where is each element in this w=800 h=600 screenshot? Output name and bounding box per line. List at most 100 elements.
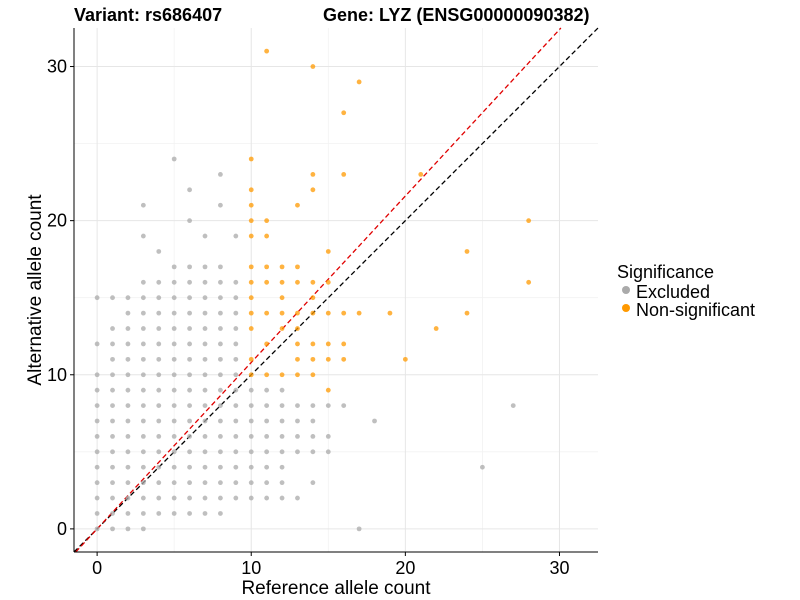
point-non-significant (279, 279, 285, 285)
point-excluded (233, 372, 239, 378)
point-non-significant (310, 295, 316, 301)
reference-line-fitted (75, 27, 562, 553)
point-non-significant (325, 341, 331, 347)
point-excluded (218, 295, 223, 301)
point-excluded (372, 418, 377, 424)
point-excluded (187, 480, 192, 486)
point-excluded (125, 341, 131, 347)
point-excluded (202, 403, 208, 408)
y-tick-label: 20 (47, 211, 67, 231)
point-excluded (140, 341, 146, 347)
point-excluded (218, 356, 223, 362)
legend-key-non-significant (622, 304, 630, 312)
point-excluded (202, 264, 208, 270)
point-non-significant (387, 310, 393, 316)
point-excluded (187, 403, 192, 408)
point-excluded (218, 279, 223, 285)
legend: Significance Excluded Non-significant (617, 262, 755, 320)
point-excluded (325, 449, 331, 455)
point-non-significant (402, 356, 408, 362)
point-excluded (279, 495, 285, 501)
point-excluded (110, 403, 115, 408)
point-excluded (187, 341, 192, 347)
point-excluded (341, 403, 347, 408)
point-excluded (233, 434, 239, 439)
point-excluded (264, 418, 270, 424)
point-excluded (218, 264, 223, 270)
point-excluded (125, 356, 131, 362)
point-excluded (110, 511, 115, 516)
point-excluded (125, 418, 131, 424)
point-excluded (171, 387, 177, 393)
point-excluded (202, 310, 208, 316)
point-excluded (140, 233, 146, 239)
point-excluded (202, 387, 208, 393)
y-axis-title: Alternative allele count (25, 194, 46, 386)
point-excluded (125, 434, 131, 439)
legend-key-excluded (622, 286, 630, 294)
point-excluded (264, 464, 270, 470)
x-axis-title: Reference allele count (241, 578, 431, 599)
point-excluded (248, 434, 254, 439)
point-non-significant (310, 64, 316, 69)
point-excluded (156, 387, 162, 393)
point-excluded (94, 295, 100, 301)
point-excluded (187, 372, 192, 378)
point-excluded (233, 326, 239, 331)
point-excluded (202, 464, 208, 470)
point-excluded (110, 434, 115, 439)
point-excluded (125, 495, 131, 501)
point-excluded (110, 295, 115, 301)
point-non-significant (264, 279, 270, 285)
grid (74, 28, 598, 552)
point-non-significant (248, 279, 254, 285)
point-excluded (295, 403, 300, 408)
point-excluded (140, 449, 146, 455)
point-excluded (187, 310, 192, 316)
point-excluded (140, 295, 146, 301)
point-excluded (279, 403, 285, 408)
point-excluded (140, 202, 146, 208)
point-excluded (218, 449, 223, 455)
point-excluded (110, 372, 115, 378)
point-excluded (187, 264, 192, 270)
point-excluded (156, 511, 162, 516)
point-excluded (187, 418, 192, 424)
point-excluded (140, 310, 146, 316)
point-non-significant (264, 310, 270, 316)
point-excluded (218, 464, 223, 470)
point-excluded (218, 403, 223, 408)
point-non-significant (279, 372, 285, 378)
point-non-significant (295, 279, 300, 285)
point-excluded (171, 156, 177, 162)
point-excluded (264, 434, 270, 439)
point-excluded (233, 403, 239, 408)
point-excluded (310, 403, 316, 408)
point-non-significant (295, 264, 300, 270)
point-excluded (264, 449, 270, 455)
reference-line-identity (73, 27, 599, 553)
chart-title-variant: Variant: rs686407 (74, 5, 222, 25)
point-excluded (202, 356, 208, 362)
point-excluded (202, 418, 208, 424)
point-excluded (187, 356, 192, 362)
point-excluded (202, 233, 208, 239)
point-excluded (94, 480, 100, 486)
point-excluded (125, 326, 131, 331)
point-excluded (480, 464, 485, 470)
point-excluded (218, 326, 223, 331)
point-excluded (218, 387, 223, 393)
point-excluded (187, 295, 192, 301)
point-non-significant (341, 172, 347, 177)
point-non-significant (279, 326, 285, 331)
point-non-significant (433, 326, 439, 331)
point-excluded (125, 372, 131, 378)
point-excluded (279, 418, 285, 424)
point-excluded (264, 403, 270, 408)
point-non-significant (295, 356, 300, 362)
point-excluded (140, 356, 146, 362)
point-excluded (264, 387, 270, 393)
point-excluded (218, 172, 223, 177)
point-excluded (279, 464, 285, 470)
point-excluded (218, 341, 223, 347)
